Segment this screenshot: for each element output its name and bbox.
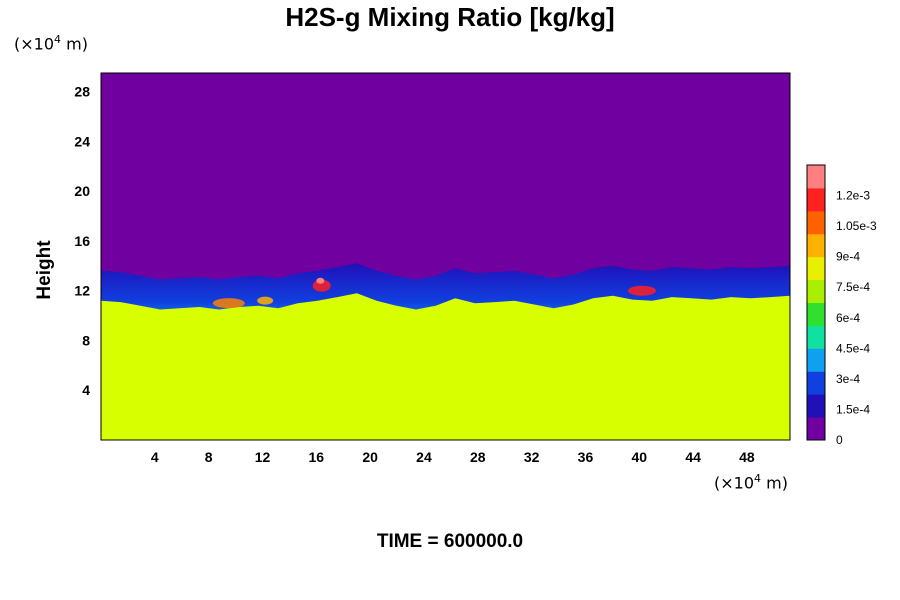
colorbar-tick-label: 4.5e-4 — [836, 341, 870, 355]
time-label: TIME = 600000.0 — [376, 531, 524, 552]
colorbar-tick-label: 1.2e-3 — [836, 189, 870, 203]
x-tick-label: 12 — [255, 449, 271, 465]
colorbar-tick-label: 3e-4 — [836, 372, 860, 386]
y-tick-label: 20 — [74, 183, 90, 199]
colorbar-swatch — [807, 256, 825, 281]
x-tick-label: 20 — [362, 449, 378, 465]
plot-frame — [100, 72, 791, 441]
x-tick-label: 8 — [205, 449, 213, 465]
colorbar-tick-label: 1.05e-3 — [836, 219, 877, 233]
colorbar-swatch — [807, 348, 825, 372]
colorbar-swatch — [807, 165, 825, 189]
colorbar-swatch — [807, 371, 825, 395]
colorbar-tick-label: 6e-4 — [836, 311, 860, 325]
y-tick-label: 4 — [82, 382, 90, 398]
x-tick-label: 48 — [739, 449, 755, 465]
x-tick-label: 40 — [631, 449, 647, 465]
x-axis-unit: (×104 m) — [714, 472, 788, 493]
y-tick-label: 16 — [74, 233, 90, 249]
colorbar-tick-label: 9e-4 — [836, 250, 860, 264]
x-tick-label: 28 — [470, 449, 486, 465]
chart-title: H2S-g Mixing Ratio [kg/kg] — [285, 2, 615, 32]
y-axis-unit: (×104 m) — [14, 33, 88, 54]
colorbar-swatch — [807, 279, 825, 303]
hotspot — [212, 298, 245, 309]
x-tick-label: 32 — [524, 449, 540, 465]
colorbar-swatch — [807, 187, 825, 212]
x-tick-label: 24 — [416, 449, 432, 465]
hotspot — [627, 285, 656, 296]
y-tick-label: 28 — [74, 84, 90, 100]
colorbar-swatch — [807, 394, 825, 418]
colorbar-swatch — [807, 210, 825, 235]
hotspot — [257, 296, 274, 305]
colorbar-swatch — [807, 233, 825, 258]
colorbar-swatch — [807, 325, 825, 349]
x-tick-label: 36 — [578, 449, 594, 465]
hotspot — [312, 279, 331, 292]
colorbar-frame — [806, 164, 826, 441]
colorbar-tick-label: 0 — [836, 433, 843, 447]
x-tick-label: 44 — [685, 449, 701, 465]
x-tick-label: 16 — [309, 449, 325, 465]
x-tick-label: 4 — [151, 449, 159, 465]
y-tick-label: 8 — [82, 332, 90, 348]
colorbar-swatch — [807, 302, 825, 326]
y-tick-label: 12 — [74, 283, 90, 299]
y-tick-label: 24 — [74, 133, 90, 149]
colorbar-tick-label: 1.5e-4 — [836, 402, 870, 416]
colorbar-swatch — [807, 417, 825, 441]
hotspot-peak — [316, 277, 325, 284]
colorbar-tick-label: 7.5e-4 — [836, 280, 870, 294]
lower-layer-region — [101, 293, 790, 440]
